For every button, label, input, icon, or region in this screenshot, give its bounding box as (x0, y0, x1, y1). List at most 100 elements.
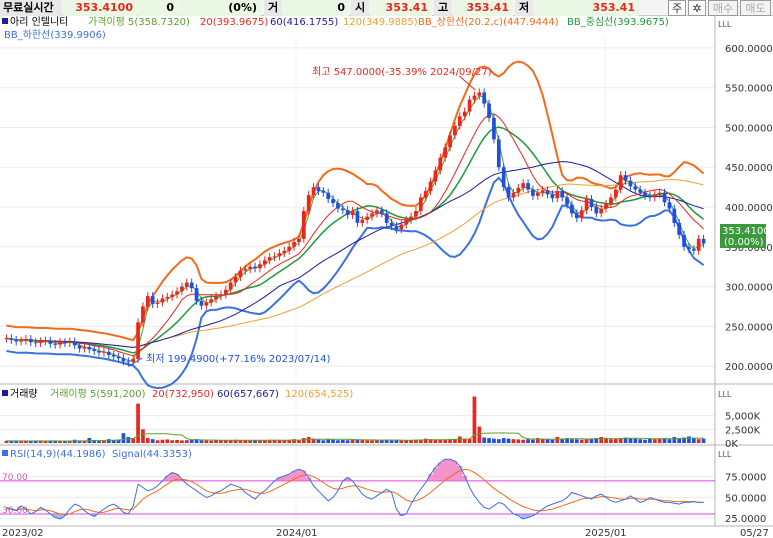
bb-lower-line (6, 176, 705, 390)
volume-bar (141, 429, 145, 443)
candle-body (604, 203, 608, 209)
volume-bar (331, 439, 335, 443)
volume-bar (457, 436, 462, 443)
scale-button[interactable]: LLL (718, 20, 732, 29)
candle-body (340, 208, 345, 211)
candle-body (526, 183, 530, 190)
volume-bar (9, 441, 14, 443)
volume-bar (540, 439, 545, 443)
candle-body (360, 219, 365, 223)
stock-menu-button[interactable]: 주 (668, 0, 686, 16)
volume-bar (394, 440, 399, 443)
candle-body (477, 92, 482, 96)
candle-body (428, 181, 433, 192)
volume-bar (389, 439, 394, 443)
candle-body (531, 189, 535, 196)
volume-bar (194, 439, 199, 443)
volume-bar (63, 440, 67, 443)
candle-body (292, 242, 296, 247)
candle-body (404, 219, 409, 225)
volume-bar (613, 438, 618, 443)
buy-button[interactable]: 매수 (708, 0, 738, 16)
volume-bar (511, 439, 516, 443)
signal-line (6, 468, 704, 516)
candle-body (189, 282, 194, 289)
y-tick-label: 500.0000 (725, 123, 773, 134)
candle-body (418, 197, 423, 211)
candle-body (155, 302, 160, 305)
candle-body (14, 339, 19, 342)
volume-bar (160, 439, 165, 443)
volume-bar (560, 438, 565, 443)
stock-chart[interactable]: 70.00 30.00 600.0000 550.0000 500.0000 450.0… (0, 16, 773, 538)
volume-bar (282, 440, 287, 443)
low-pointer (128, 357, 143, 367)
volume-bar (453, 439, 457, 443)
candle-body (545, 190, 550, 195)
volume-bar (248, 440, 253, 443)
volume-bar (111, 440, 116, 443)
volume-bar (326, 439, 331, 443)
volume-bar (360, 439, 365, 443)
candle-body (584, 199, 589, 211)
high-pointer (458, 75, 476, 91)
candle-body (492, 117, 496, 140)
candle-body (77, 345, 82, 349)
volume-bar (340, 439, 345, 443)
y-tick-label: 50.0000 (725, 493, 766, 504)
scale-button[interactable]: LLL (718, 450, 732, 459)
price-tag-percent: (0.00%) (724, 237, 764, 248)
candle-body (116, 356, 121, 359)
candle-body (462, 111, 467, 117)
candle-body (370, 213, 374, 217)
volume-bar (565, 438, 569, 443)
candle-body (336, 203, 340, 209)
price-panel (4, 60, 706, 390)
volume-bar (404, 440, 409, 443)
candle-body (652, 194, 657, 198)
candle-body (297, 238, 301, 243)
volume-bar (677, 438, 682, 443)
volume-bar (189, 439, 194, 443)
candle-body (282, 250, 287, 254)
volume-bar (604, 437, 608, 443)
candle-body (238, 270, 243, 278)
candle-body (579, 210, 584, 219)
volume-bar (116, 439, 121, 443)
change-value: 0 (138, 0, 178, 16)
volume-bar (350, 439, 355, 443)
y-tick-label: 450.0000 (725, 163, 773, 174)
candle-body (691, 249, 696, 251)
candle-body (423, 191, 428, 198)
candle-body (482, 92, 487, 104)
volume-bar (365, 440, 370, 443)
legend-bb-mid: BB_중심선(393.9675) (567, 16, 669, 28)
y-tick-label: 0K (725, 439, 738, 450)
volume-bar (472, 396, 477, 443)
volume-bar (345, 440, 350, 443)
volume-bar (545, 439, 550, 443)
sell-button[interactable]: 매도 (740, 0, 771, 16)
volume-bar (628, 438, 633, 443)
volume-bar (121, 433, 126, 443)
y-tick-label: 75.0000 (725, 473, 766, 484)
legend-vma120: 120(654,525) (285, 389, 353, 400)
scale-button[interactable]: LLL (718, 390, 732, 399)
volume-bar (574, 439, 579, 443)
volume-bar (501, 438, 506, 443)
candle-body (248, 266, 253, 270)
volume-bar (696, 439, 701, 443)
candle-body (72, 341, 77, 346)
volume-bar (219, 440, 223, 443)
volume-bar (531, 439, 535, 443)
volume-bar (287, 439, 292, 443)
candle-body (599, 208, 604, 214)
candle-body (141, 306, 145, 323)
settings-gear-icon[interactable]: ✲ (688, 0, 706, 16)
candle-body (409, 216, 413, 220)
candle-body (496, 139, 501, 168)
candle-body (623, 175, 628, 181)
candle-body (258, 264, 262, 269)
volume-bar (589, 438, 594, 443)
volume-bar (170, 440, 175, 443)
